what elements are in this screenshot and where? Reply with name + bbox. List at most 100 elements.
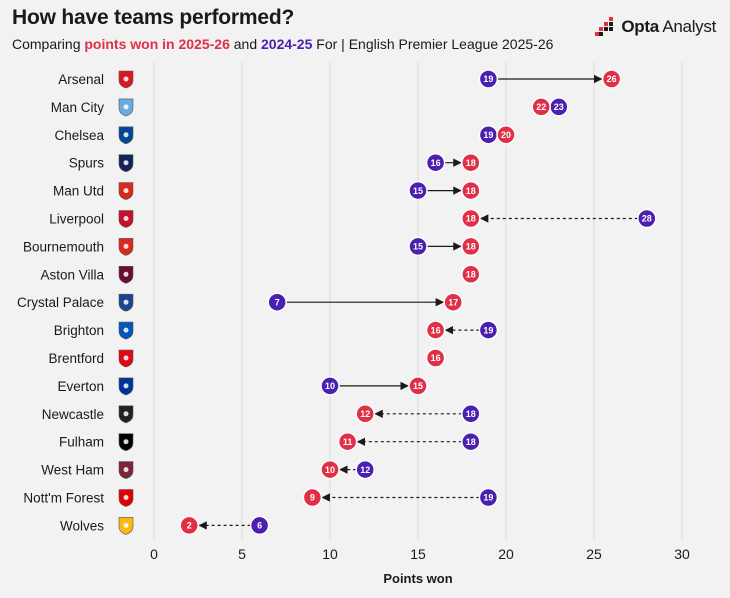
point-2024-25: 28	[637, 208, 657, 229]
team-label: Nott'm Forest	[23, 491, 104, 506]
point-2024-25: 12	[355, 459, 375, 480]
team-label: Crystal Palace	[17, 295, 104, 310]
x-tick-label: 25	[586, 546, 602, 562]
spurs-badge-icon	[118, 154, 134, 173]
team-label: Newcastle	[42, 407, 104, 422]
point-2024-25: 15	[408, 180, 428, 201]
brand-name-light: Analyst	[658, 17, 716, 36]
point-2025-26: 11	[337, 431, 358, 452]
point-2025-26-marker	[179, 515, 199, 536]
team-label: Liverpool	[49, 212, 104, 227]
point-2025-26-label: 18	[466, 186, 476, 196]
point-2024-25-label: 6	[257, 521, 262, 531]
bournemouth-badge-icon	[118, 238, 134, 256]
point-2025-26-marker	[496, 125, 516, 145]
x-tick-label: 15	[410, 546, 426, 562]
point-2024-25-marker	[408, 180, 428, 201]
page-title: How have teams performed?	[12, 6, 295, 29]
point-2024-25-label: 18	[466, 437, 476, 447]
x-tick-label: 10	[322, 546, 338, 562]
connectors	[198, 74, 638, 530]
team-label: Brighton	[54, 323, 104, 338]
point-2025-26-marker	[531, 97, 551, 117]
point-2024-25: 10	[320, 376, 340, 396]
point-2025-26-label: 22	[536, 102, 546, 112]
point-2024-25-label: 16	[431, 158, 441, 168]
x-tick-label: 5	[238, 546, 246, 562]
point-2025-26-label: 10	[325, 465, 335, 475]
point-2025-26: 20	[496, 125, 516, 145]
point-2024-25-marker	[249, 515, 270, 536]
point-2025-26-marker	[337, 431, 358, 452]
point-2024-25-marker	[461, 431, 481, 452]
team-label: Chelsea	[54, 128, 104, 143]
point-2025-26: 18	[461, 236, 481, 257]
point-2024-25-marker	[478, 320, 499, 340]
arsenal-badge-icon	[118, 70, 134, 89]
point-2025-26-label: 18	[466, 214, 476, 224]
man-utd-badge-icon	[118, 182, 134, 200]
nottm-forest-badge-icon	[118, 489, 134, 507]
point-2025-26-label: 15	[413, 381, 423, 391]
point-2025-26-label: 9	[310, 493, 315, 503]
team-badges	[118, 70, 134, 535]
brighton-badge-icon	[118, 321, 134, 340]
opta-logo-icon	[595, 17, 614, 36]
team-label: West Ham	[41, 463, 104, 478]
opta-analyst-brand: Opta Analyst	[595, 16, 716, 38]
point-2024-25-marker	[355, 459, 375, 480]
subtitle-prefix: Comparing	[12, 36, 85, 52]
point-2024-25: 15	[408, 236, 428, 257]
point-2024-25: 6	[249, 515, 270, 536]
point-2024-25: 19	[478, 487, 499, 508]
point-2025-26-label: 18	[466, 158, 476, 168]
point-2025-26-marker	[461, 152, 481, 173]
point-2025-26-label: 17	[448, 297, 458, 307]
man-city-badge-icon	[118, 98, 134, 117]
point-2025-26: 18	[461, 208, 481, 229]
subtitle: Comparing points won in 2025-26 and 2024…	[12, 36, 553, 52]
point-2025-26-marker	[320, 459, 340, 480]
point-2025-26: 10	[320, 459, 340, 480]
team-label: Man Utd	[53, 184, 104, 199]
point-2025-26: 22	[531, 97, 551, 117]
brand-name-bold: Opta	[621, 17, 659, 36]
west-ham-badge-icon	[118, 461, 134, 479]
subtitle-suffix: For | English Premier League 2025-26	[312, 36, 554, 52]
point-2024-25-marker	[478, 69, 499, 89]
point-2024-25-marker	[637, 208, 657, 229]
point-2024-25: 19	[478, 69, 499, 89]
point-2025-26-label: 11	[343, 437, 353, 447]
point-2025-26-label: 16	[431, 325, 441, 335]
point-2025-26-label: 12	[360, 409, 370, 419]
point-2025-26-marker	[461, 180, 481, 201]
point-2025-26: 12	[355, 404, 375, 424]
point-2025-26-label: 20	[501, 130, 511, 140]
point-2025-26-label: 18	[466, 242, 476, 252]
point-2024-25-marker	[408, 236, 428, 257]
point-2025-26: 2	[179, 515, 199, 536]
aston-villa-badge-icon	[118, 266, 134, 284]
point-2025-26-label: 16	[431, 353, 441, 363]
point-2024-25: 16	[425, 152, 446, 173]
team-label: Arsenal	[58, 72, 104, 87]
point-2025-26-marker	[461, 208, 481, 229]
point-2025-26: 16	[425, 320, 446, 340]
fulham-badge-icon	[118, 433, 134, 452]
point-2024-25-label: 7	[275, 297, 280, 307]
wolves-badge-icon	[118, 517, 134, 535]
point-2025-26: 15	[408, 376, 428, 396]
team-label: Brentford	[48, 351, 104, 366]
x-tick-label: 30	[674, 546, 690, 562]
point-2024-25-label: 18	[466, 409, 476, 419]
point-2024-25-label: 19	[483, 74, 493, 84]
point-2025-26: 26	[601, 69, 622, 89]
point-2024-25-marker	[461, 404, 481, 424]
point-2025-26-label: 2	[187, 521, 192, 531]
point-2024-25-label: 12	[360, 465, 370, 475]
liverpool-badge-icon	[118, 210, 134, 228]
point-2024-25: 19	[478, 320, 499, 340]
point-2024-25-label: 10	[325, 381, 335, 391]
